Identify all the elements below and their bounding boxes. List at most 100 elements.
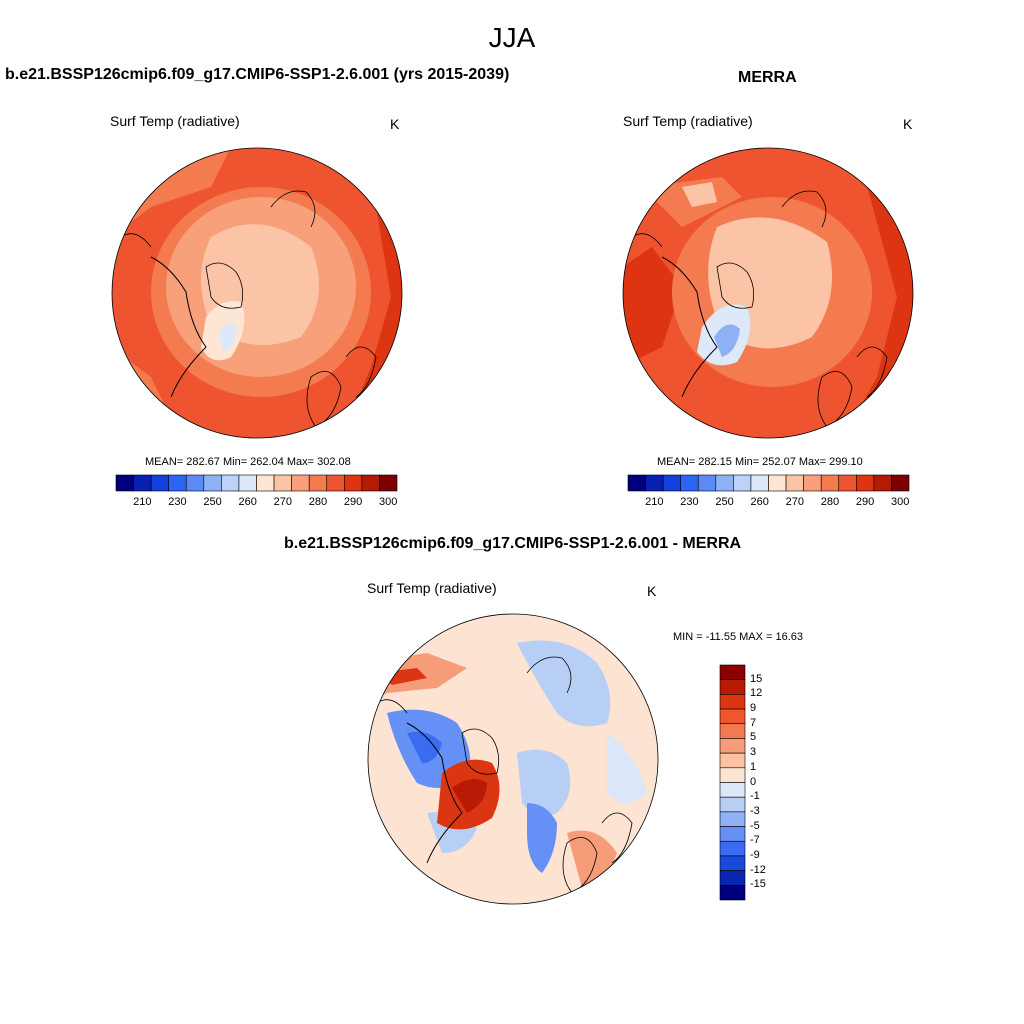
colorbar-swatch — [719, 796, 746, 813]
colorbar-swatch — [838, 474, 857, 492]
colorbar-swatch — [697, 474, 717, 492]
colorbar-swatch — [719, 870, 746, 886]
polar-map-diff — [367, 613, 659, 905]
colorbar-tick-label: 210 — [133, 496, 152, 508]
colorbar-tick-label: 7 — [750, 716, 757, 729]
colorbar-tick-label: 3 — [750, 746, 757, 759]
colorbar-swatch — [379, 474, 398, 492]
colorbar-swatch — [291, 474, 310, 492]
colorbar-tick-label: 260 — [750, 496, 769, 508]
polar-map-obs — [622, 147, 914, 439]
colorbar-tick-label: 15 — [750, 672, 763, 685]
units-label-diff: K — [647, 583, 657, 599]
colorbar-tick-label: 260 — [238, 496, 257, 508]
colorbar-tick-label: 5 — [750, 731, 757, 744]
stats-obs: MEAN= 282.15 Min= 252.07 Max= 299.10 — [657, 456, 863, 468]
colorbar-tick-label: 300 — [379, 496, 398, 508]
colorbar-swatch — [185, 474, 205, 492]
colorbar-swatch — [326, 474, 345, 492]
colorbar-ticks-diff: 15 12 9 7 5 3 1 0 -1 -3 -5 -7 -9 -12 -15 — [750, 665, 790, 900]
colorbar-ticks-model: 210 230 250 260 270 280 290 300 — [116, 496, 397, 510]
colorbar-diff — [719, 664, 746, 901]
colorbar-swatch — [627, 474, 646, 492]
colorbar-tick-label: -5 — [750, 819, 760, 832]
colorbar-tick-label: 300 — [891, 496, 910, 508]
colorbar-tick-label: -3 — [750, 804, 760, 817]
colorbar-swatch — [719, 694, 746, 710]
panel-title-model: b.e21.BSSP126cmip6.f09_g17.CMIP6-SSP1-2.… — [5, 66, 510, 83]
colorbar-tick-label: -15 — [750, 878, 766, 891]
colorbar-swatch — [719, 767, 746, 783]
colorbar-swatch — [715, 474, 734, 492]
colorbar-swatch — [719, 679, 746, 695]
colorbar-swatch — [820, 474, 840, 492]
colorbar-tick-label: 230 — [680, 496, 699, 508]
colorbar-tick-label: 12 — [750, 687, 763, 700]
polar-map-model — [111, 147, 403, 439]
colorbar-tick-label: 270 — [785, 496, 805, 508]
colorbar-swatch — [308, 474, 328, 492]
colorbar-swatch — [680, 474, 699, 492]
panel-title-obs: MERRA — [738, 69, 797, 86]
colorbar-tick-label: 290 — [343, 496, 363, 508]
stats-model: MEAN= 282.67 Min= 262.04 Max= 302.08 — [145, 456, 351, 468]
variable-label-model: Surf Temp (radiative) — [110, 113, 240, 129]
variable-label-obs: Surf Temp (radiative) — [623, 113, 753, 129]
colorbar-swatch — [719, 708, 746, 725]
colorbar-tick-label: 290 — [855, 496, 875, 508]
colorbar-tick-label: -9 — [750, 848, 760, 861]
colorbar-swatch — [168, 474, 187, 492]
colorbar-swatch — [273, 474, 292, 492]
stats-diff: MIN = -11.55 MAX = 16.63 — [673, 631, 804, 643]
colorbar-swatch — [662, 474, 681, 492]
units-label-obs: K — [903, 116, 913, 132]
colorbar-swatch — [115, 474, 134, 492]
colorbar-swatch — [785, 474, 804, 492]
variable-label-diff: Surf Temp (radiative) — [367, 580, 497, 596]
colorbar-swatch — [719, 885, 746, 901]
colorbar-tick-label: -7 — [750, 834, 760, 847]
colorbar-tick-label: 0 — [750, 775, 757, 788]
colorbar-tick-label: 1 — [750, 760, 757, 773]
colorbar-swatch — [719, 752, 746, 769]
colorbar-swatch — [856, 474, 875, 492]
colorbar-swatch — [719, 664, 746, 680]
colorbar-ticks-obs: 210 230 250 260 270 280 290 300 — [628, 496, 909, 510]
colorbar-swatch — [344, 474, 363, 492]
colorbar-swatch — [361, 474, 380, 492]
colorbar-swatch — [768, 474, 787, 492]
colorbar-swatch — [750, 474, 769, 492]
colorbar-tick-label: 9 — [750, 702, 757, 715]
colorbar-swatch — [221, 474, 240, 492]
colorbar-swatch — [203, 474, 222, 492]
colorbar-tick-label: 250 — [203, 496, 222, 508]
colorbar-tick-label: 210 — [645, 496, 664, 508]
colorbar-tick-label: 230 — [168, 496, 187, 508]
colorbar-swatch — [719, 855, 746, 871]
colorbar-tick-label: 280 — [820, 496, 840, 508]
colorbar-tick-label: -12 — [750, 863, 766, 876]
colorbar-tick-label: 280 — [308, 496, 328, 508]
colorbar-tick-label: -1 — [750, 790, 760, 803]
colorbar-swatch — [733, 474, 752, 492]
colorbar-swatch — [873, 474, 892, 492]
colorbar-model — [115, 474, 398, 492]
colorbar-obs — [627, 474, 910, 492]
units-label-model: K — [390, 116, 400, 132]
figure-title: JJA — [488, 22, 536, 53]
colorbar-swatch — [719, 826, 746, 842]
panel-title-diff: b.e21.BSSP126cmip6.f09_g17.CMIP6-SSP1-2.… — [284, 535, 742, 552]
colorbar-swatch — [150, 474, 169, 492]
colorbar-swatch — [719, 723, 746, 739]
colorbar-swatch — [719, 811, 746, 827]
colorbar-tick-label: 270 — [273, 496, 293, 508]
colorbar-swatch — [238, 474, 257, 492]
colorbar-swatch — [719, 782, 746, 798]
colorbar-swatch — [645, 474, 664, 492]
colorbar-swatch — [719, 840, 746, 857]
colorbar-swatch — [256, 474, 275, 492]
colorbar-swatch — [719, 738, 746, 754]
colorbar-tick-label: 250 — [715, 496, 734, 508]
colorbar-swatch — [891, 474, 910, 492]
colorbar-swatch — [803, 474, 822, 492]
